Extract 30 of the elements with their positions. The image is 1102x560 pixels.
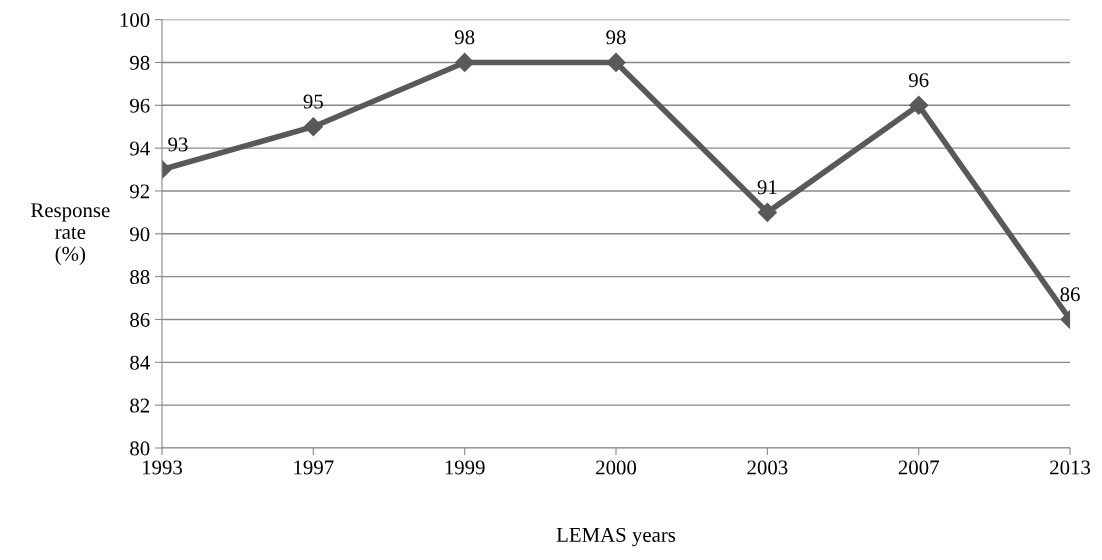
data-label: 98	[454, 30, 475, 45]
y-tick-label: 100	[120, 12, 150, 28]
point	[757, 202, 777, 222]
x-axis-title: LEMAS years	[556, 527, 676, 547]
y-tick-label: 86	[130, 312, 150, 327]
x-tick-label: 2007	[898, 460, 939, 475]
y-tick-label: 96	[130, 98, 150, 113]
point	[606, 52, 626, 72]
data-label: 95	[303, 94, 323, 109]
y-tick-label: 82	[130, 398, 150, 413]
y-tick-label: 84	[130, 355, 150, 370]
data-label: 98	[606, 30, 626, 45]
y-tick-label: 88	[130, 270, 150, 285]
point	[455, 52, 475, 72]
y-axis-title: Response rate (%)	[31, 203, 110, 266]
x-tick-label: 1997	[294, 460, 334, 475]
x-tick-label: 1999	[445, 460, 485, 475]
y-tick-label: 94	[130, 141, 150, 156]
y-tick-label: 92	[130, 184, 150, 199]
x-tick-label: 1993	[142, 460, 183, 475]
y-tick-label: 90	[130, 227, 150, 242]
x-tick-label: 2003	[747, 460, 788, 475]
data-label: 91	[757, 180, 777, 195]
x-tick-label: 2013	[1050, 460, 1091, 475]
data-label: 96	[908, 73, 929, 88]
y-tick-label: 98	[130, 55, 150, 70]
data-label: 86	[1060, 287, 1080, 302]
data-label: 93	[168, 137, 188, 152]
x-tick-label: 2000	[596, 460, 637, 475]
y-tick-label: 80	[130, 441, 150, 456]
